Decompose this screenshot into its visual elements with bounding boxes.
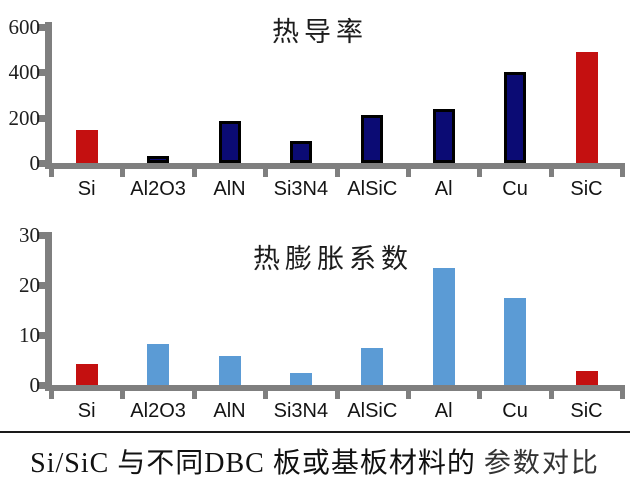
x-tick-label-alsic: AlSiC xyxy=(347,400,398,422)
y-tick-mark xyxy=(37,332,45,339)
x-tick-label-si: Si xyxy=(77,400,96,422)
chart-title-thermal-expansion: 热膨胀系数 xyxy=(253,244,413,274)
chart-title-thermal-conductivity: 热导率 xyxy=(272,17,368,47)
x-tick-mark xyxy=(334,390,340,399)
x-tick-label-si3n4: Si3N4 xyxy=(273,400,329,422)
bar-al xyxy=(432,108,455,163)
y-tick-label: 0 xyxy=(29,373,41,397)
y-tick-label: 600 xyxy=(8,15,41,39)
bar-si3n4 xyxy=(289,141,312,163)
x-axis-line xyxy=(45,385,625,391)
x-tick-label-cu: Cu xyxy=(502,400,528,422)
y-tick-mark xyxy=(37,114,45,122)
y-tick-label: 0 xyxy=(29,151,41,175)
x-tick-mark xyxy=(120,390,126,399)
y-tick-mark xyxy=(37,160,45,167)
x-tick-mark xyxy=(120,168,126,177)
x-tick-label-al: Al xyxy=(434,178,453,200)
bar-sic xyxy=(575,51,598,163)
x-tick-label-cu: Cu xyxy=(502,178,528,200)
x-tick-label-al2o3: Al2O3 xyxy=(130,178,186,200)
x-tick-label-al: Al xyxy=(434,400,453,422)
bar-cu xyxy=(504,72,527,163)
caption-divider-rule xyxy=(0,431,630,433)
x-tick-label-sic: SiC xyxy=(570,400,603,422)
caption-text-sans: 参数对比 xyxy=(483,448,600,478)
bar-al2o3 xyxy=(147,344,170,385)
y-tick-label: 400 xyxy=(8,60,41,85)
x-tick-label-aln: AlN xyxy=(213,178,246,200)
bar-si xyxy=(75,364,98,385)
bar-si xyxy=(75,130,98,163)
x-tick-mark xyxy=(49,168,54,177)
x-tick-mark xyxy=(406,390,411,399)
x-tick-mark xyxy=(477,168,483,177)
x-tick-mark xyxy=(620,168,626,177)
x-axis-line xyxy=(45,163,625,169)
bar-aln xyxy=(218,356,241,385)
bar-aln xyxy=(218,121,241,163)
x-tick-label-alsic: AlSiC xyxy=(347,178,398,200)
x-tick-label-al2o3: Al2O3 xyxy=(130,400,186,422)
x-tick-label-si: Si xyxy=(77,178,96,200)
y-tick-label: 20 xyxy=(19,273,40,297)
x-tick-label-sic: SiC xyxy=(570,178,603,200)
bar-cu xyxy=(504,297,527,385)
x-tick-label-si3n4: Si3N4 xyxy=(273,178,329,200)
x-tick-mark xyxy=(334,168,340,177)
bar-al xyxy=(432,267,455,385)
bar-si3n4 xyxy=(289,372,312,385)
x-tick-mark xyxy=(620,390,626,399)
y-tick-mark xyxy=(37,232,45,239)
y-tick-label: 200 xyxy=(8,105,41,130)
caption-text-serif: Si/SiC 与不同DBC 板或基板材料的 xyxy=(30,448,476,479)
x-tick-mark xyxy=(548,390,554,399)
x-tick-mark xyxy=(49,390,54,399)
x-tick-mark xyxy=(406,168,411,177)
x-tick-mark xyxy=(477,390,483,399)
x-tick-mark xyxy=(263,390,269,399)
y-tick-mark xyxy=(37,69,45,77)
figure-caption: Si/SiC 与不同DBC 板或基板材料的 参数对比 xyxy=(0,441,630,481)
x-tick-mark xyxy=(191,390,197,399)
bar-sic xyxy=(575,371,598,385)
y-tick-label: 10 xyxy=(19,323,40,347)
x-tick-mark xyxy=(263,168,269,177)
bar-al2o3 xyxy=(147,156,170,163)
y-tick-mark xyxy=(37,24,45,31)
bar-alsic xyxy=(361,115,384,163)
y-tick-label: 30 xyxy=(19,223,40,247)
bar-alsic xyxy=(361,347,384,385)
y-axis-line xyxy=(45,232,52,391)
y-axis-line xyxy=(45,22,52,169)
x-tick-mark xyxy=(191,168,197,177)
y-tick-mark xyxy=(37,282,45,289)
y-tick-mark xyxy=(37,382,45,389)
x-tick-label-aln: AlN xyxy=(213,400,246,422)
x-tick-mark xyxy=(548,168,554,177)
